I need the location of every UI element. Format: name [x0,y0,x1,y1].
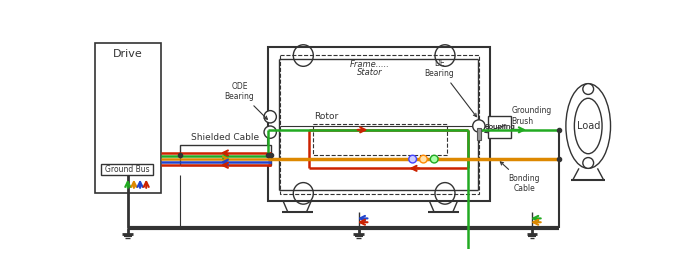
Text: Coupling: Coupling [484,124,515,130]
Text: Frame.....: Frame..... [350,60,389,69]
Text: ODE
Bearing: ODE Bearing [225,82,267,119]
Text: Load: Load [577,121,600,131]
Text: Shielded Cable: Shielded Cable [192,133,260,142]
Circle shape [583,84,594,94]
Bar [312,124,447,155]
Circle shape [264,111,276,123]
Text: Drive: Drive [113,49,143,59]
Text: Ground Bus: Ground Bus [105,165,149,174]
Text: Coupling: Coupling [484,124,515,130]
Circle shape [583,158,594,168]
Circle shape [419,155,427,163]
Circle shape [473,120,485,132]
Text: Grounding
Brush: Grounding Brush [485,106,552,133]
Text: Rotor: Rotor [314,112,338,121]
Text: Bonding
Cable: Bonding Cable [500,162,540,193]
Circle shape [409,155,416,163]
Bar [488,116,511,137]
Bar [280,55,479,194]
Bar [95,43,161,193]
Text: DE
Bearing: DE Bearing [425,59,477,117]
Circle shape [430,155,438,163]
Bar [268,47,490,201]
Text: Stator: Stator [357,67,382,77]
Circle shape [264,126,276,138]
Bar [101,164,153,175]
Bar [180,145,271,165]
Bar [477,127,481,140]
